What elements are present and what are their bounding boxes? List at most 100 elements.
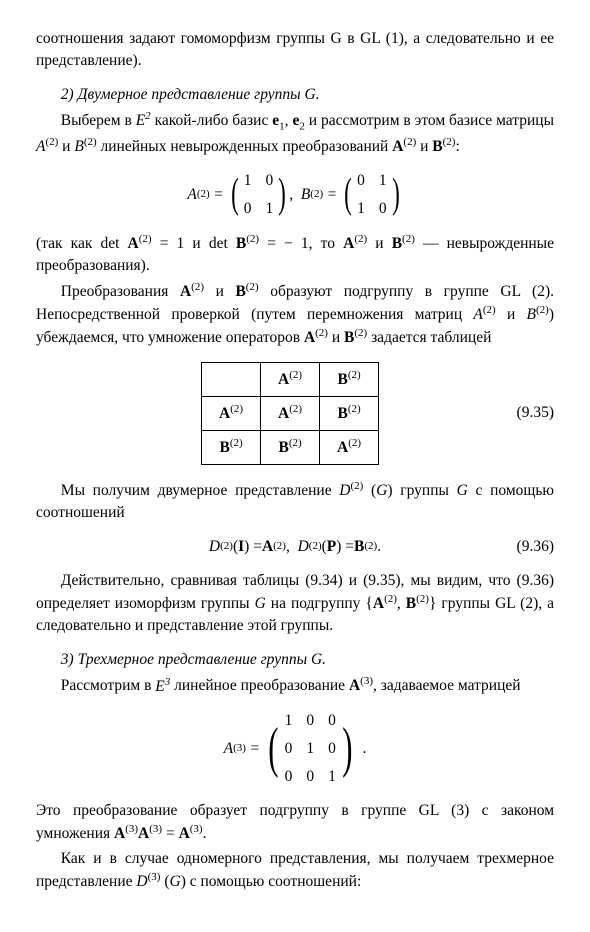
D2: D — [339, 482, 350, 499]
E3: E3 — [155, 678, 170, 695]
sup: (3) — [148, 871, 161, 883]
G-letter: G — [169, 873, 180, 890]
cell: 1 — [244, 170, 252, 192]
A2: A — [473, 306, 482, 323]
cell: 0 — [357, 170, 365, 192]
cell: 1 — [265, 198, 273, 220]
sup: (2) — [139, 233, 152, 245]
eq-936: D(2) (I) = A(2), D(2) (P) = B(2). (9.36) — [36, 536, 554, 558]
sup: (2) — [348, 369, 361, 381]
A2b: A — [262, 536, 273, 558]
txt: Выберем в — [61, 112, 136, 129]
A2b: A — [304, 330, 315, 347]
G-letter: G — [376, 482, 387, 499]
A-letter: A — [138, 825, 149, 842]
txt: задается таблицей — [367, 330, 491, 347]
sec3-head-line: 3) Трехмерное представление группы G. — [36, 649, 554, 671]
D2: D — [209, 536, 220, 558]
txt: с помощью соотношений: — [186, 873, 361, 890]
D-letter: D — [339, 482, 350, 499]
A3b: A — [179, 825, 190, 842]
A2b: A — [392, 138, 403, 155]
sup: (2) — [220, 539, 233, 555]
sec2-head: 2) Двумерное представление группы G. — [61, 86, 320, 103]
E-letter: E — [155, 678, 164, 695]
B-letter: B — [432, 138, 442, 155]
sup: (2) — [443, 136, 456, 148]
A: A — [219, 405, 230, 422]
D-letter: D — [298, 538, 309, 555]
B2eq: B — [301, 184, 310, 206]
matrix-A3: ( 1 0 0 0 1 0 0 0 1 ) — [264, 710, 357, 788]
cell: 0 — [379, 198, 387, 220]
E-letter: E — [136, 112, 145, 129]
cell: 1 — [285, 710, 293, 732]
lparen-icon: ( — [268, 726, 278, 771]
B-letter: B — [301, 186, 310, 203]
sup: (2) — [309, 539, 322, 555]
txt: и рассмотрим в этом базисе матрицы — [305, 112, 554, 129]
sup: (2) — [403, 136, 416, 148]
sup: (3) — [233, 741, 246, 757]
eq-sign: = — [214, 184, 223, 206]
sec2-p1: Выберем в E2 какой-либо базис e1, e2 и р… — [36, 109, 554, 158]
txt: и — [496, 306, 527, 323]
sup: (2) — [402, 233, 415, 245]
intro-text: соотношения задают гомоморфизм группы G … — [36, 30, 554, 69]
sup: (2) — [348, 403, 361, 415]
txt: ) = — [336, 536, 354, 558]
cell: 0 — [306, 710, 314, 732]
A-letter: A — [304, 330, 315, 347]
A2b: A — [373, 595, 384, 612]
txt: , — [397, 595, 406, 612]
cell: A(2) — [261, 396, 320, 430]
rparen-icon: ) — [278, 178, 286, 212]
txt: какой-либо базис — [151, 112, 273, 129]
A: A — [278, 371, 289, 388]
period: . — [363, 738, 367, 760]
sup: (2) — [84, 136, 97, 148]
A-letter: A — [187, 186, 196, 203]
sup: (2) — [289, 437, 302, 449]
txt: и — [328, 330, 344, 347]
B2: B — [527, 306, 536, 323]
cell: A(2) — [261, 362, 320, 396]
A-letter: A — [114, 825, 125, 842]
sup: (2) — [246, 233, 259, 245]
B: B — [278, 439, 288, 456]
sup: (2) — [483, 304, 496, 316]
cell: 0 — [328, 710, 336, 732]
cell: B(2) — [320, 362, 379, 396]
A-letter: A — [473, 306, 482, 323]
sup: (2) — [246, 281, 259, 293]
P: P — [327, 536, 336, 558]
D2: D — [298, 536, 309, 558]
sup: (2) — [273, 539, 286, 555]
B-letter: B — [344, 330, 354, 347]
sup: (2) — [384, 593, 397, 605]
sup: (3) — [149, 823, 162, 835]
B: B — [337, 405, 347, 422]
B-letter: B — [235, 283, 245, 300]
eq-sign: = — [328, 184, 337, 206]
txt: Рассмотрим в — [61, 678, 156, 695]
lparen-icon: ( — [231, 178, 239, 212]
cell: 0 — [306, 766, 314, 788]
B: B — [337, 371, 347, 388]
eqnum-936: (9.36) — [517, 536, 554, 558]
intro-paragraph: соотношения задают гомоморфизм группы G … — [36, 28, 554, 72]
txt: Преобразования — [61, 283, 180, 300]
cayley-table: A(2) B(2) A(2) A(2) B(2) B(2) B(2) A(2) — [201, 362, 379, 465]
sup: (2) — [289, 403, 302, 415]
B-letter: B — [392, 235, 402, 252]
txt: : — [455, 138, 459, 155]
txt: ) = — [244, 536, 262, 558]
D3: D — [136, 873, 147, 890]
A3eq: A — [224, 738, 233, 760]
B-letter: B — [354, 538, 364, 555]
sup: (2) — [416, 593, 429, 605]
sup: (2) — [354, 327, 367, 339]
txt: = — [162, 825, 179, 842]
txt: . — [377, 536, 381, 558]
B2b: B — [392, 235, 402, 252]
